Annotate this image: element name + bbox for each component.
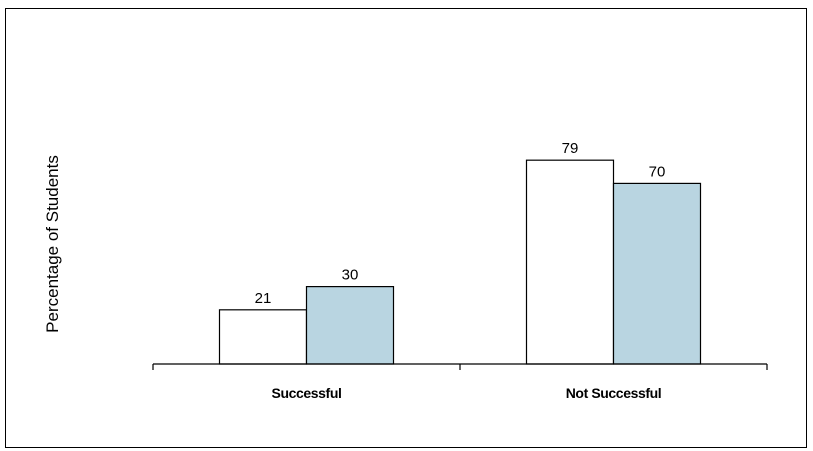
- data-label-1-2: 30: [342, 267, 359, 284]
- bar-1-2: [305, 286, 395, 365]
- labels-layer: 21 30 Successful 79 70 Not Successful: [255, 140, 666, 401]
- x-tick-label-1: Successful: [272, 385, 342, 401]
- bar-2-2: [612, 182, 702, 365]
- bar-1-1: [218, 309, 308, 365]
- data-label-2-2: 70: [649, 163, 666, 180]
- bar-2-1: [525, 159, 615, 365]
- y-axis-title: Percentage of Students: [43, 155, 62, 333]
- bars-layer: [218, 159, 702, 365]
- data-label-1-1: 21: [255, 290, 272, 307]
- x-axis: [152, 363, 768, 370]
- data-label-2-1: 79: [562, 140, 579, 157]
- x-tick-label-2: Not Successful: [566, 385, 662, 401]
